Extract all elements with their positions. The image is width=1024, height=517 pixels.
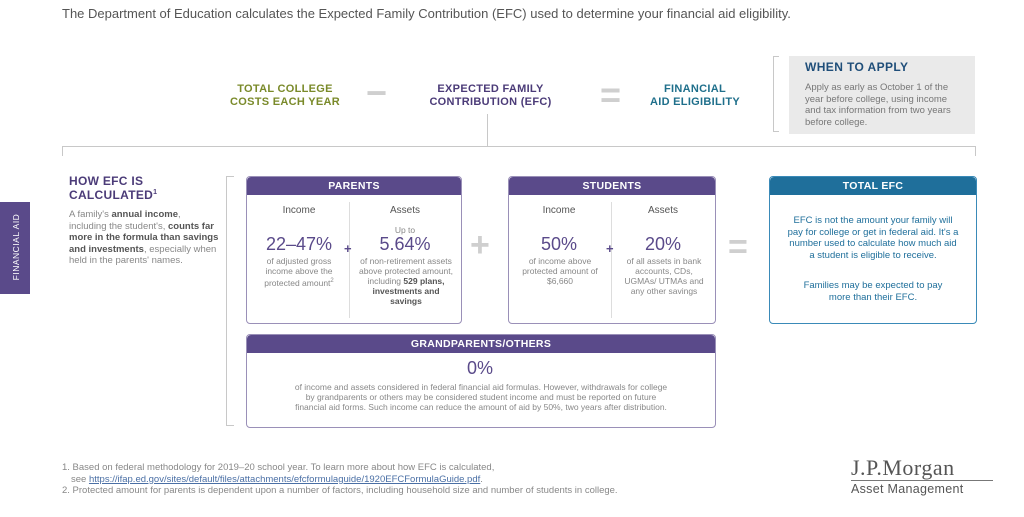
footnote-1-link-line: see https://ifap.ed.gov/sites/default/fi… — [62, 474, 782, 486]
parents-panel: PARENTS — [246, 176, 462, 324]
grandparents-panel: GRANDPARENTS/OTHERS — [246, 334, 716, 428]
connector-stem — [487, 114, 488, 146]
panels-bracket-top — [226, 176, 234, 177]
panels-bracket — [226, 176, 227, 426]
logo-rule — [851, 480, 993, 481]
students-income-desc: of income above protected amount of $6,6… — [522, 256, 598, 286]
total-efc-text2: Families may be expected to pay more tha… — [803, 280, 943, 303]
students-plus: + — [606, 241, 614, 256]
students-income-label: Income — [542, 205, 576, 216]
when-to-apply-box — [789, 56, 975, 134]
efc-line2: CONTRIBUTION (EFC) — [429, 96, 552, 108]
total-efc-header: TOTAL EFC — [770, 177, 976, 195]
students-assets-desc: of all assets in bank accounts, CDs, UGM… — [624, 256, 704, 296]
parents-income-label: Income — [282, 205, 316, 216]
how-body-bold1: annual income — [111, 209, 178, 220]
asset-management-logo: Asset Management — [851, 482, 964, 496]
students-panel: STUDENTS — [508, 176, 716, 324]
intro-text: The Department of Education calculates t… — [62, 6, 791, 21]
parents-plus: + — [344, 241, 352, 256]
students-assets-label: Assets — [647, 205, 678, 216]
jpmorgan-logo: J.P.Morgan — [851, 455, 955, 480]
side-tab-label: FINANCIAL AID — [11, 213, 21, 281]
aid-eligibility-label: FINANCIAL AID ELIGIBILITY — [640, 83, 750, 109]
how-body-bold2: counts far more in the formula than savi… — [69, 220, 219, 255]
how-body-text1: A family's — [69, 209, 112, 220]
footnotes: 1. Based on federal methodology for 2019… — [62, 462, 782, 497]
total-efc-panel: TOTAL EFC — [769, 176, 977, 324]
how-body-text3: , especially when held in the parents' n… — [69, 243, 217, 267]
total-costs-line2: COSTS EACH YEAR — [229, 96, 341, 108]
footnote-1-see: see — [71, 473, 89, 485]
efc-guide-link[interactable]: https://ifap.ed.gov/sites/default/files/… — [88, 473, 481, 485]
students-divider — [611, 202, 612, 318]
parents-income-desc-text: of adjusted gross income above the prote… — [264, 256, 333, 288]
parents-income-value: 22–47% — [265, 234, 333, 254]
side-tab — [0, 202, 30, 294]
how-efc-title: HOW EFC IS CALCULATED1 — [69, 175, 157, 201]
grandparents-desc: of income and assets considered in feder… — [294, 382, 668, 412]
grandparents-value: 0% — [466, 358, 493, 378]
students-income-value: 50% — [540, 234, 578, 254]
footnote-1-period: . — [480, 473, 483, 485]
footnote-marker: 1 — [153, 189, 158, 196]
how-title-line2: CALCULATED — [69, 188, 154, 202]
when-bracket-bottom — [773, 131, 779, 132]
parents-assets-desc: of non-retirement assets above protected… — [358, 256, 454, 306]
total-efc-text1: EFC is not the amount your family will p… — [787, 215, 959, 261]
parents-assets-value: 5.64% — [379, 234, 431, 254]
how-efc-body: A family's annual income, including the … — [69, 209, 219, 267]
footnote-1: 1. Based on federal methodology for 2019… — [62, 462, 495, 473]
parents-assets-pre: Up to — [394, 225, 416, 235]
aid-line2: AID ELIGIBILITY — [649, 96, 741, 108]
parents-income-sup: 2 — [330, 278, 334, 284]
when-bracket-top — [773, 56, 779, 57]
connector-right — [975, 146, 976, 156]
parents-assets-desc-text: of non-retirement assets above protected… — [358, 256, 454, 286]
total-costs-label: TOTAL COLLEGE COSTS EACH YEAR — [220, 83, 350, 109]
parents-header: PARENTS — [247, 177, 461, 195]
how-body-text2: , including the student's, — [69, 209, 181, 232]
efc-label: EXPECTED FAMILY CONTRIBUTION (EFC) — [418, 83, 563, 109]
parents-divider — [349, 202, 350, 318]
connector-left — [62, 146, 63, 156]
efc-line1: EXPECTED FAMILY — [437, 83, 544, 95]
when-to-apply-body: Apply as early as October 1 of the year … — [805, 82, 951, 128]
parents-assets-label: Assets — [389, 205, 420, 216]
students-assets-value: 20% — [644, 234, 682, 254]
footnote-2: 2. Protected amount for parents is depen… — [62, 485, 618, 496]
big-plus: + — [470, 226, 490, 264]
how-title-line1: HOW EFC IS — [69, 174, 144, 188]
when-to-apply-title: WHEN TO APPLY — [805, 60, 909, 74]
aid-line1: FINANCIAL — [664, 83, 726, 95]
connector-bar — [62, 146, 976, 147]
parents-income-desc: of adjusted gross income above the prote… — [256, 256, 342, 288]
total-costs-line1: TOTAL COLLEGE — [237, 83, 333, 95]
grandparents-header: GRANDPARENTS/OTHERS — [247, 335, 715, 353]
when-bracket — [773, 56, 774, 132]
parents-assets-desc-bold: 529 plans, investments and savings — [372, 276, 445, 306]
minus-sign: − — [366, 72, 388, 113]
panels-bracket-bottom — [226, 425, 234, 426]
students-header: STUDENTS — [509, 177, 715, 195]
big-equals: = — [728, 228, 748, 266]
equals-sign: = — [600, 74, 622, 115]
